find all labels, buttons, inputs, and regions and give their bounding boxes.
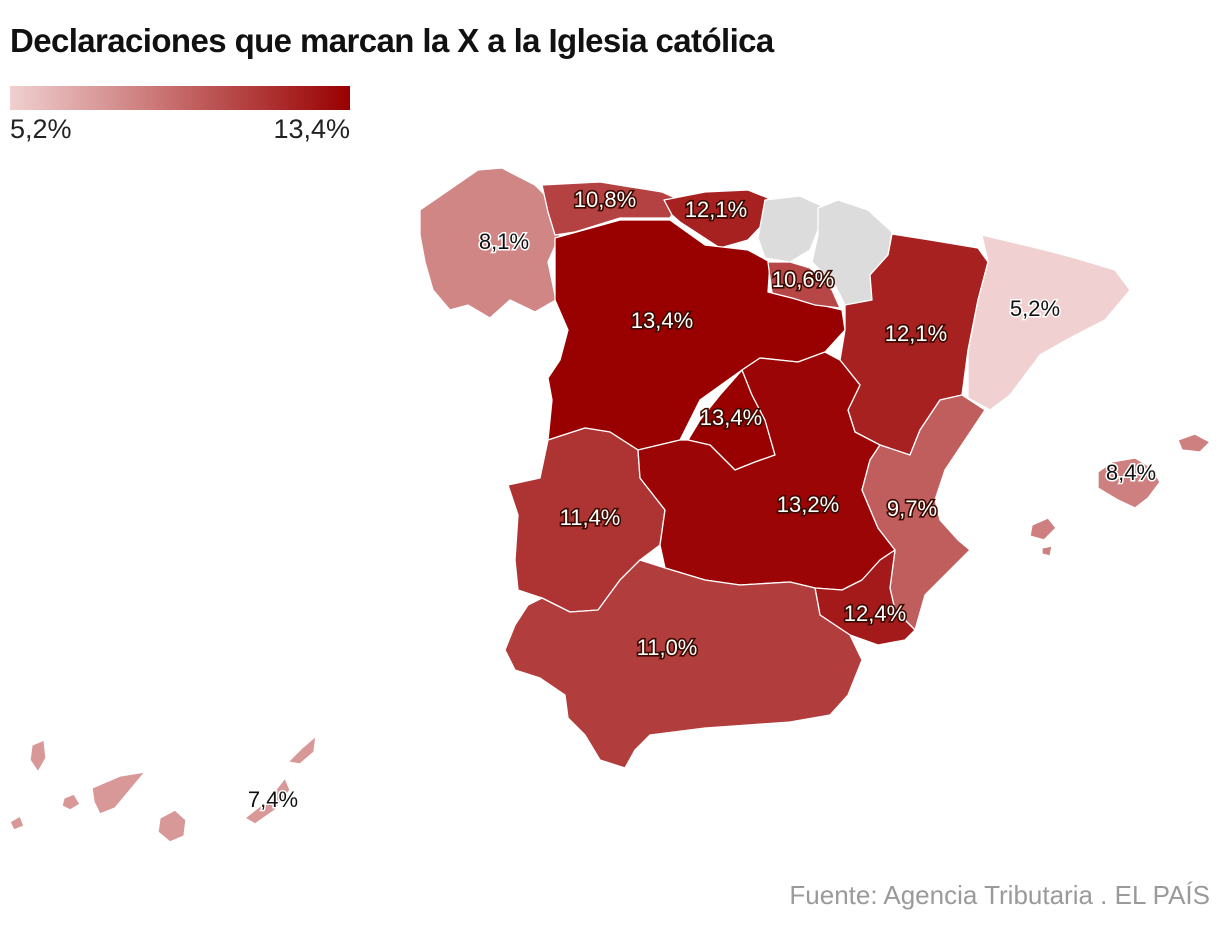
region-label-baleares: 8,4% [1106, 460, 1156, 485]
region-label-comunidad-valenciana: 9,7% [887, 496, 937, 521]
region-label-galicia: 8,1% [479, 229, 529, 254]
region-murcia[interactable] [814, 549, 916, 646]
chart-title: Declaraciones que marcan la X a la Igles… [10, 22, 774, 59]
region-cataluna[interactable] [967, 234, 1131, 411]
region-galicia[interactable] [419, 167, 561, 319]
region-label-castilla-leon: 13,4% [631, 308, 693, 333]
region-cantabria[interactable] [663, 189, 769, 249]
region-andalucia[interactable] [504, 559, 863, 769]
region-label-andalucia: 11,0% [637, 635, 698, 660]
region-asturias[interactable] [541, 181, 681, 236]
region-label-cataluna: 5,2% [1010, 296, 1060, 321]
region-label-castilla-la-mancha: 13,2% [777, 492, 839, 517]
region-pais-vasco[interactable] [757, 195, 823, 263]
color-scale-legend [10, 86, 350, 110]
legend-min-label: 5,2% [10, 114, 72, 144]
region-label-canarias: 7,4% [248, 787, 298, 812]
region-label-asturias: 10,8% [574, 187, 636, 212]
region-label-aragon: 12,1% [885, 321, 947, 346]
legend-max-label: 13,4% [273, 114, 350, 144]
region-canarias[interactable] [9, 735, 317, 843]
region-label-cantabria: 12,1% [685, 197, 747, 222]
region-baleares[interactable] [1029, 433, 1211, 557]
region-label-extremadura: 11,4% [560, 505, 621, 530]
region-label-madrid: 13,4% [700, 405, 762, 430]
region-label-la-rioja: 10,6% [772, 267, 834, 292]
region-la-rioja[interactable] [767, 261, 841, 309]
source-credit: Fuente: Agencia Tributaria . EL PAÍS [789, 880, 1210, 910]
region-label-murcia: 12,4% [844, 601, 906, 626]
